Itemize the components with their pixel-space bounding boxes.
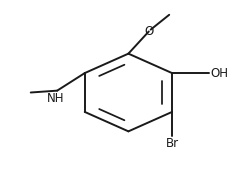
Text: NH: NH (47, 92, 65, 105)
Text: Br: Br (166, 137, 179, 150)
Text: O: O (144, 25, 153, 38)
Text: OH: OH (210, 67, 228, 80)
